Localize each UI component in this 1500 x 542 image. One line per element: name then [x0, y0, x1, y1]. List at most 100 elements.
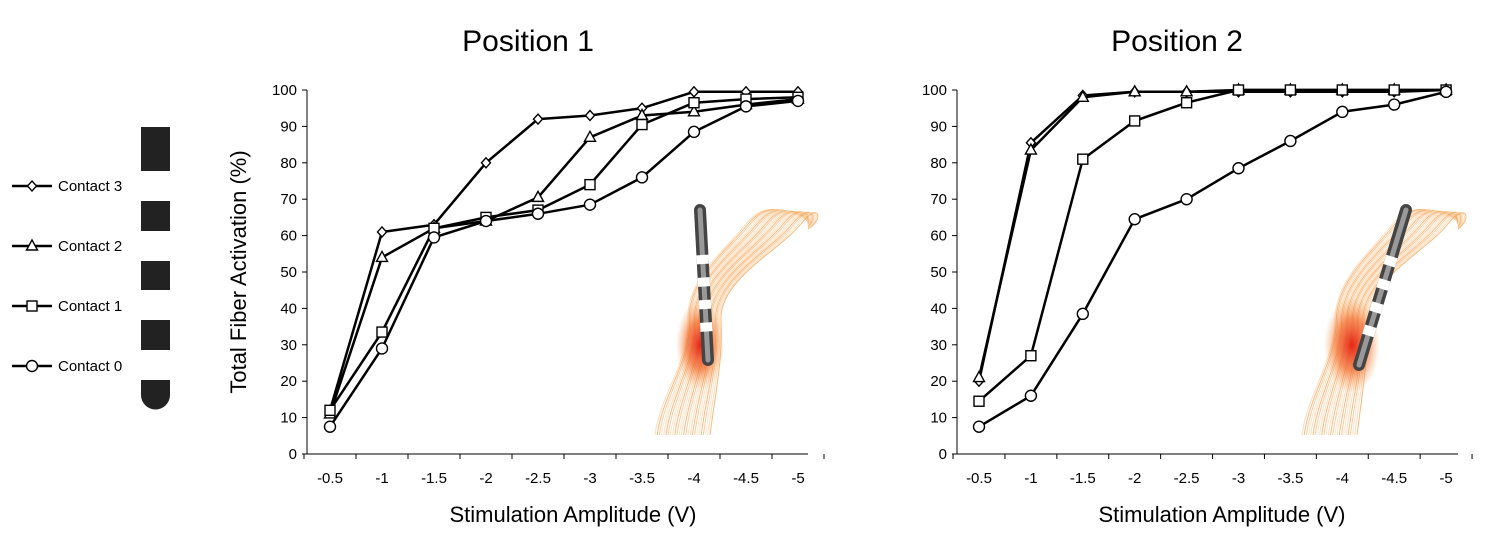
legend-label: Contact 2: [58, 238, 122, 255]
data-point-square: [1180, 97, 1193, 109]
data-point-triangle: [1179, 84, 1194, 97]
data-point-square: [1025, 350, 1037, 362]
data-point-diamond: [688, 85, 700, 98]
data-point-circle: [687, 125, 701, 139]
legend-marker: [26, 300, 38, 312]
data-point-circle: [972, 420, 986, 433]
data-point-square: [688, 97, 700, 109]
data-point-circle: [1387, 98, 1401, 111]
series-line: [328, 96, 799, 411]
chart-title: Position 2: [1111, 25, 1243, 58]
legend-label: Contact 0: [58, 358, 122, 375]
data-point-square: [376, 326, 388, 338]
series-diamond: [328, 90, 798, 411]
electrode-lead-schematic: [141, 127, 170, 410]
series-line: [978, 90, 1447, 428]
data-point-circle: [375, 342, 389, 355]
data-point-square: [1077, 153, 1089, 165]
y-tick-label: 90: [930, 118, 947, 135]
legend-label: Contact 3: [58, 178, 122, 195]
x-tick-label: -1.5: [1070, 470, 1096, 487]
brain-inset-illustration: [1301, 204, 1467, 436]
series-circle: [978, 90, 1447, 428]
x-tick-label: -1.5: [421, 470, 447, 487]
data-point-circle: [1336, 105, 1349, 119]
series-square: [978, 88, 1447, 403]
fiber-path: [707, 212, 817, 436]
y-tick-label: 30: [280, 337, 297, 354]
series-line: [328, 90, 798, 411]
data-point-square: [1232, 84, 1245, 96]
x-tick-label: -3: [1232, 470, 1245, 487]
data-point-circle: [1128, 213, 1141, 226]
lead-insulation-band: [141, 231, 170, 261]
y-tick-label: 40: [930, 300, 947, 317]
series-circle: [328, 99, 799, 428]
data-point-diamond: [376, 225, 388, 239]
legend-item-diamond: Contact 3: [12, 178, 122, 195]
x-axis-label: Stimulation Amplitude (V): [1099, 502, 1346, 527]
chart-position-1: Position 1 0 10 20 30 40 50 60 70 80 90 100 -0.5 -1 -…: [226, 25, 825, 527]
y-tick-label: 100: [922, 82, 947, 99]
data-point-square: [1284, 84, 1297, 96]
fiber-tract-bundle: [1301, 208, 1467, 436]
series-markers-circle: [323, 94, 805, 433]
data-point-circle: [1180, 192, 1193, 206]
lead-insulation-band: [141, 350, 170, 380]
data-point-circle: [739, 100, 753, 113]
data-point-square: [1388, 84, 1400, 96]
lead-insulation-band: [141, 171, 170, 201]
y-tick-label: 70: [930, 191, 947, 208]
data-point-square: [636, 118, 648, 131]
legend-marker: [25, 238, 39, 251]
x-tick-label: -4: [1336, 470, 1349, 487]
legend-item-circle: Contact 0: [12, 358, 122, 375]
y-tick-label: 40: [280, 300, 297, 317]
y-tick-label: 50: [930, 264, 947, 281]
x-tick-label: -3: [583, 470, 596, 487]
y-tick-label: 20: [280, 373, 297, 390]
x-tick-label: -4.5: [733, 470, 759, 487]
fiber-path: [705, 212, 816, 436]
y-tick-label: 60: [930, 228, 947, 245]
data-point-triangle: [1128, 84, 1142, 97]
data-point-circle: [1076, 307, 1090, 321]
chart-position-2: Position 2 0 10 20 30 40 50 60 70 80 90 100 -0.5 -1 -…: [922, 25, 1473, 527]
data-point-circle: [427, 231, 441, 244]
data-point-square: [1128, 115, 1141, 127]
data-point-triangle: [531, 189, 545, 203]
data-point-triangle: [972, 370, 986, 383]
lead-insulation-band: [141, 290, 170, 320]
legend-item-triangle: Contact 2: [12, 238, 122, 255]
x-tick-label: -5: [791, 470, 804, 487]
axes: 0 10 20 30 40 50 60 70 80 90 100 -0.5 -1 -1.5 -2 -2.5 -3…: [272, 82, 825, 487]
x-tick-label: -1: [375, 470, 388, 487]
legend-marker: [25, 359, 39, 373]
y-tick-label: 80: [280, 155, 297, 172]
y-tick-label: 90: [280, 118, 297, 135]
dbs-lead-inset: [694, 204, 714, 366]
data-point-circle: [1439, 85, 1453, 99]
legend-item-square: Contact 1: [12, 298, 122, 315]
y-axis-label: Total Fiber Activation (%): [226, 150, 251, 393]
x-tick-label: -5: [1439, 470, 1452, 487]
data-point-square: [324, 404, 336, 417]
series-markers-circle: [972, 85, 1453, 433]
x-tick-label: -2.5: [1174, 470, 1200, 487]
data-point-circle: [479, 214, 493, 228]
series-triangle: [328, 97, 799, 415]
data-point-circle: [1284, 134, 1297, 148]
y-tick-label: 10: [280, 410, 297, 427]
series-line: [978, 88, 1447, 403]
x-axis-label: Stimulation Amplitude (V): [450, 502, 697, 527]
fiber-path: [709, 212, 819, 436]
y-tick-label: 30: [930, 337, 947, 354]
data-point-circle: [1232, 162, 1245, 175]
data-point-square: [1336, 84, 1349, 96]
legend-marker: [26, 179, 38, 193]
x-tick-label: -0.5: [966, 470, 992, 487]
y-tick-label: 0: [289, 446, 297, 463]
series-square: [328, 96, 799, 411]
axes: 0 10 20 30 40 50 60 70 80 90 100 -0.5 -1 -1.5 -2 -2.5 -3…: [922, 82, 1473, 487]
